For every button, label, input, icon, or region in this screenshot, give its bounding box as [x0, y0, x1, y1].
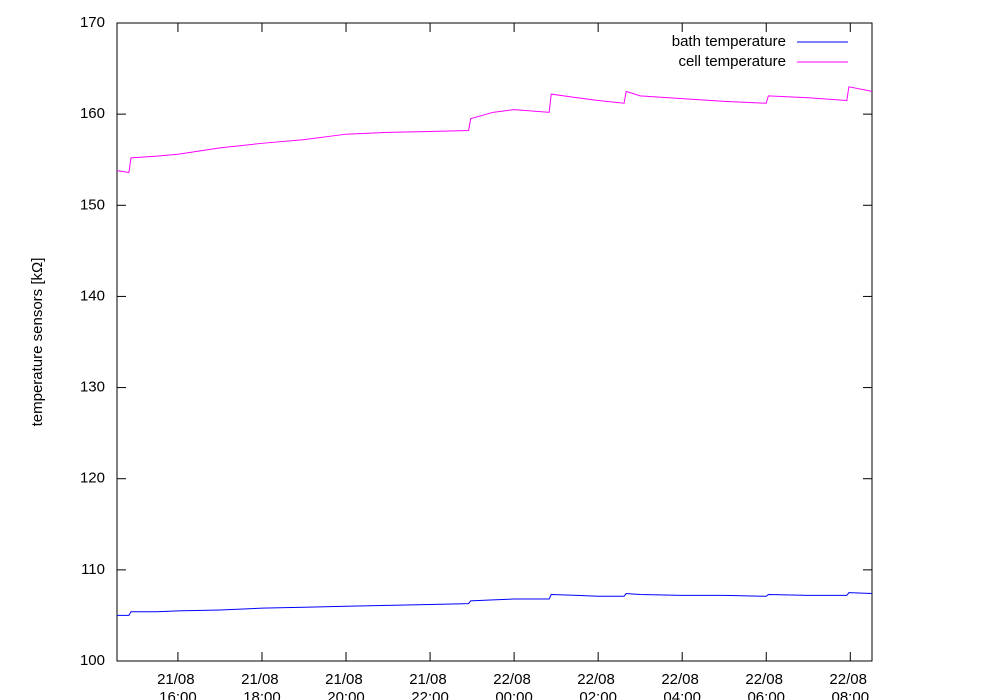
x-tick-label: 21/08 22:00 — [409, 671, 451, 700]
x-tick-label: 22/08 04:00 — [661, 671, 703, 700]
y-tick-label: 100 — [80, 652, 105, 669]
plot-frame — [116, 22, 873, 662]
y-tick-label: 170 — [80, 14, 105, 31]
x-tick-label: 22/08 02:00 — [577, 671, 619, 700]
y-tick-label: 130 — [80, 379, 105, 396]
y-tick-label: 110 — [81, 561, 105, 578]
x-tick-label: 21/08 20:00 — [325, 671, 367, 700]
data-line — [117, 592, 873, 616]
x-tick-label: 22/08 06:00 — [745, 671, 787, 700]
y-tick-label: 120 — [80, 470, 105, 487]
y-axis-label: temperature sensors [kΩ] — [29, 258, 46, 427]
y-tick-label: 160 — [80, 105, 105, 122]
x-tick-label: 21/08 16:00 — [157, 671, 199, 700]
x-tick-label: 22/08 08:00 — [829, 671, 871, 700]
x-tick-label: 22/08 00:00 — [493, 671, 535, 700]
legend-label: cell temperature — [678, 53, 786, 70]
legend-label: bath temperature — [672, 33, 786, 50]
data-line — [116, 86, 873, 174]
x-tick-label: 21/08 18:00 — [241, 671, 283, 700]
y-tick-label: 150 — [80, 196, 105, 213]
y-tick-label: 140 — [80, 287, 105, 304]
